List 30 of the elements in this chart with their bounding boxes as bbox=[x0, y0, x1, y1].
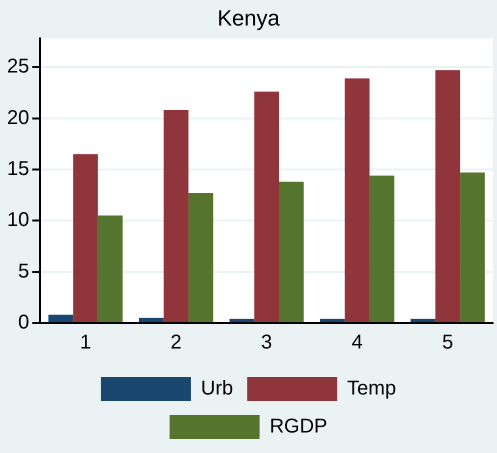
bar bbox=[435, 70, 460, 322]
y-tick-label: 15 bbox=[6, 158, 30, 180]
legend-label: Urb bbox=[200, 378, 234, 400]
bar bbox=[188, 192, 214, 322]
legend-label: Temp bbox=[347, 378, 396, 400]
x-tick-label: 1 bbox=[80, 332, 92, 354]
bar bbox=[279, 182, 304, 322]
bar bbox=[229, 318, 254, 322]
y-tick-label: 20 bbox=[6, 106, 30, 129]
y-tick-label: 25 bbox=[6, 56, 30, 78]
bar bbox=[410, 318, 436, 322]
bar bbox=[138, 318, 164, 322]
bar bbox=[370, 176, 394, 322]
bar bbox=[73, 154, 98, 322]
bar bbox=[48, 314, 74, 322]
chart-title: Kenya bbox=[217, 5, 280, 30]
x-tick-label: 3 bbox=[261, 332, 272, 354]
x-tick-label: 2 bbox=[170, 332, 182, 354]
y-tick-label: 0 bbox=[18, 312, 30, 334]
bar bbox=[98, 216, 123, 322]
bar bbox=[164, 110, 188, 322]
x-tick-label: 5 bbox=[442, 332, 454, 354]
bar bbox=[320, 318, 345, 322]
x-tick-label: 4 bbox=[352, 332, 363, 354]
bar bbox=[344, 78, 370, 322]
y-tick-label: 10 bbox=[6, 209, 30, 232]
legend-label: RGDP bbox=[270, 416, 328, 438]
y-tick-label: 5 bbox=[18, 260, 30, 282]
bar bbox=[254, 92, 279, 322]
bar bbox=[460, 172, 485, 322]
